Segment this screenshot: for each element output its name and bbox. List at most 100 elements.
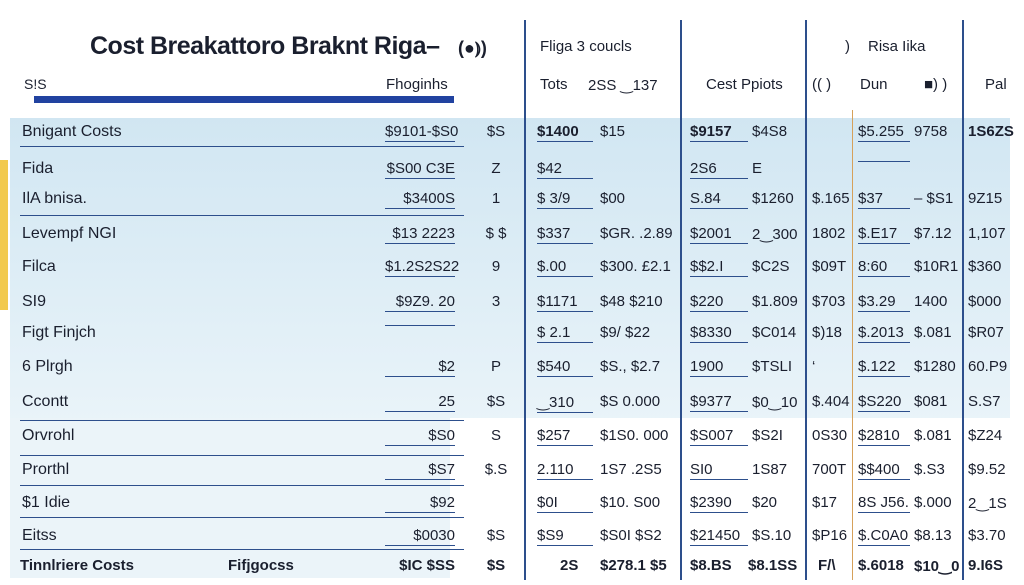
row-separator (20, 215, 464, 216)
cell-c8: $.E17 (858, 225, 910, 244)
row-separator (20, 146, 464, 147)
cell-c6: $S2I (752, 427, 783, 444)
cell-c1: $92 (385, 494, 455, 513)
row-label: SI9 (22, 293, 47, 310)
cell-c5: S.84 (690, 190, 748, 209)
cell-c10: $9.52 (968, 461, 1006, 478)
cell-c9: $1280 (914, 358, 956, 375)
cell-c10: $Z24 (968, 427, 1003, 444)
column-divider (962, 20, 964, 580)
cell-c5: $$2.I (690, 258, 748, 277)
cell-c7: 0S30 (812, 427, 848, 444)
cell-c6: $0‿10 (752, 394, 798, 411)
cell-c9: $081 (914, 393, 948, 410)
cell-c8: $.2013 (858, 324, 910, 343)
cell-c5: $9157 (690, 123, 748, 142)
cell-c5: SI0 (690, 461, 748, 480)
footer-cell-c10: 9.I6S (968, 557, 1004, 574)
cell-c8: $.122 (858, 358, 910, 377)
cell-c2: $S (486, 393, 506, 410)
cell-c6: E (752, 160, 763, 177)
cell-c4: $1S0. 000 (600, 427, 669, 444)
sub-header-paren: (( ) (812, 76, 832, 93)
cell-c10: S.S7 (968, 393, 1001, 410)
cell-c8: $$400 (858, 461, 910, 480)
cell-c4: $15 (600, 123, 626, 140)
cell-c8: $37 (858, 190, 910, 209)
cell-c1: $9101-$S0 (385, 123, 459, 142)
sub-header-tots-value: 2SS ‿137 (588, 77, 658, 94)
cell-c3: ‿310 (537, 393, 593, 413)
cell-c8: 8:60 (858, 258, 910, 277)
row-label: Fida (22, 160, 54, 177)
cell-c4: $S 0.000 (600, 393, 661, 410)
row-label: 6 Plrgh (22, 358, 73, 375)
cell-c6: 1S87 (752, 461, 788, 478)
cell-c9: 9758 (914, 123, 948, 140)
cell-c2: Z (491, 160, 501, 177)
footer-cell-c4: $278.1 $5 (600, 557, 667, 574)
column-divider (805, 20, 807, 580)
row-label: Prorthl (22, 461, 70, 478)
cell-c10: 1S6ZS (968, 123, 1014, 140)
cell-c6: $20 (752, 494, 778, 511)
row-label: Figt Finjch (22, 324, 96, 341)
camera-icon: (●⦆) (458, 38, 487, 58)
footer-label: Tinnlriere Costs (20, 557, 134, 574)
cell-c1: $S7 (385, 461, 455, 480)
cell-c2: $ $ (485, 225, 507, 242)
cell-c4: $S0I $S2 (600, 527, 662, 544)
cell-c5: $S007 (690, 427, 748, 446)
sub-header-dun: Dun (860, 76, 888, 93)
column-divider (680, 20, 682, 580)
cell-c9: $.S3 (914, 461, 945, 478)
cell-c1: $3400S (385, 190, 455, 209)
cell-c6: $S.10 (752, 527, 792, 544)
cell-c5: $220 (690, 293, 748, 312)
cell-c9: 1400 (914, 293, 948, 310)
cell-c2: 9 (491, 258, 501, 275)
cell-c7: $.165 (812, 190, 850, 207)
cell-c5: $8330 (690, 324, 748, 343)
cell-c1: $2 (385, 358, 455, 377)
cell-c2: $.S (484, 461, 508, 478)
cell-c2: $S (486, 527, 506, 544)
bracket-mark: ) (845, 38, 850, 55)
sub-header-cost-pplots: Cest Ppiots (706, 76, 783, 93)
cell-c2: $S (486, 123, 506, 140)
cell-c6: $1260 (752, 190, 794, 207)
cell-c3: $540 (537, 358, 593, 377)
cell-c1: $1.2S2S22 (385, 258, 460, 277)
cell-c8: $S220 (858, 393, 910, 412)
cell-c9: $.081 (914, 427, 952, 444)
row-label: Eitss (22, 527, 57, 544)
cell-c6: 2‿300 (752, 226, 798, 243)
cell-c7: $703 (812, 293, 846, 310)
footer-cell-c9: $10‿0 (914, 558, 960, 575)
footer-cell-c8: $.6018 (858, 557, 904, 574)
cell-c2: P (490, 358, 501, 375)
cell-c8 (858, 160, 910, 162)
cell-c7: $17 (812, 494, 838, 511)
header-underline-bar (34, 96, 454, 103)
column-divider-thin (852, 110, 853, 580)
cell-c3: $.00 (537, 258, 593, 277)
sub-header-pal: Pal (985, 76, 1007, 93)
cell-c4: 1S7 .2S5 (600, 461, 662, 478)
cell-c10: $000 (968, 293, 1002, 310)
right-header: Risa Iika (868, 38, 926, 55)
row-label: Levempf NGI (22, 225, 117, 242)
cell-c7: $P16 (812, 527, 848, 544)
table-shaded-band (10, 118, 1010, 418)
sub-header-bar: ■) ) (924, 76, 948, 93)
cell-c1: $S0 (385, 427, 455, 446)
cell-c10: 1,107 (968, 225, 1006, 242)
cell-c3: $337 (537, 225, 593, 244)
cell-c2: 3 (491, 293, 501, 310)
cell-c4: $00 (600, 190, 626, 207)
sub-header-tots: Tots (540, 76, 568, 93)
cell-c4: $S., $2.7 (600, 358, 661, 375)
cell-c4: $9/ $22 (600, 324, 651, 341)
footer-cell-sub: Fifjgocss (228, 557, 294, 574)
